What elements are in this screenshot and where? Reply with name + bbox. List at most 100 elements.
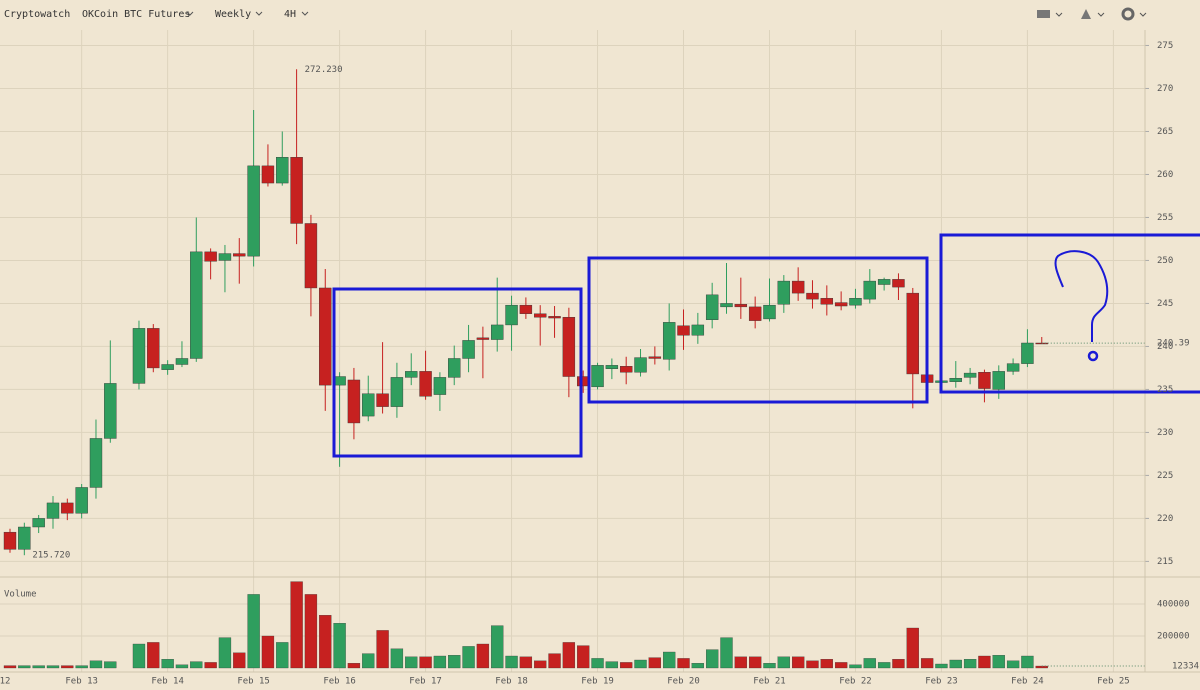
low-label: 215.720 <box>32 551 70 561</box>
candle-body <box>347 379 361 424</box>
volume-bar <box>562 642 576 669</box>
y-tick-label: 275 <box>1157 41 1173 51</box>
volume-bar <box>3 665 17 669</box>
volume-bar <box>763 663 776 669</box>
volume-bar <box>734 656 747 669</box>
volume-bar <box>376 630 389 669</box>
candle-body <box>433 377 447 395</box>
settings-icon[interactable] <box>1121 7 1135 21</box>
y-tick-label: 265 <box>1157 127 1173 137</box>
drawings <box>332 233 1200 458</box>
volume-bar <box>792 656 805 669</box>
volume-bar <box>949 659 962 669</box>
candle-body <box>247 165 260 257</box>
interval-select[interactable]: 4H <box>284 9 296 20</box>
volume-bar <box>204 662 217 669</box>
candle-body <box>720 303 733 308</box>
candle-body <box>204 251 217 262</box>
candle-body <box>190 251 203 359</box>
volume-tick-label: 200000 <box>1157 632 1190 642</box>
high-label: 272.230 <box>305 65 343 75</box>
candle-body <box>834 302 848 307</box>
volume-bar <box>677 658 690 669</box>
question-mark <box>1054 250 1109 342</box>
volume-bar <box>849 664 862 669</box>
candle-body <box>605 365 619 369</box>
range-box <box>332 287 583 458</box>
chevron <box>186 11 194 16</box>
volume-bar <box>648 657 661 669</box>
candle-body <box>319 287 332 386</box>
volume-bar <box>877 662 891 669</box>
x-tick-label: Feb 17 <box>409 677 442 687</box>
volume-bar <box>75 665 88 669</box>
candle-body <box>777 280 791 305</box>
volume-bar <box>663 651 676 669</box>
candle-body <box>448 358 461 378</box>
candle-body <box>261 165 275 184</box>
candle-body <box>390 377 404 407</box>
candle-body <box>949 378 962 382</box>
candle-body <box>304 223 318 289</box>
volume-bar <box>620 662 633 669</box>
candle-body <box>1021 342 1034 364</box>
candle-body <box>662 322 676 360</box>
volume-bar <box>448 655 461 669</box>
x-tick-label: Feb 15 <box>237 677 270 687</box>
volume-bar <box>505 655 518 669</box>
volume-bar <box>691 663 704 669</box>
volume-bar <box>419 656 432 669</box>
y-tick-label: 250 <box>1157 256 1173 266</box>
volume-bar <box>720 637 733 669</box>
volume-bar <box>634 659 647 669</box>
candle-body <box>376 393 389 407</box>
volume-bar <box>132 643 146 669</box>
candle-body <box>32 518 45 528</box>
candle-body <box>978 372 991 389</box>
x-tick-label: Feb 18 <box>495 677 528 687</box>
candle-body <box>46 502 60 519</box>
period-select[interactable]: Weekly <box>215 9 251 20</box>
volume-bar <box>1006 660 1020 669</box>
draw-icon[interactable] <box>1081 9 1091 19</box>
volume-bar <box>190 661 203 669</box>
y-tick-label: 230 <box>1157 428 1173 438</box>
y-tick-label: 215 <box>1157 557 1173 567</box>
candle-body <box>705 294 719 320</box>
candle-body <box>276 157 289 184</box>
candle-body <box>161 364 174 370</box>
x-tick-label: 12 <box>0 677 10 687</box>
candle-body <box>849 298 862 306</box>
market-select[interactable]: OKCoin BTC Futures <box>82 9 190 20</box>
volume-bar <box>548 653 561 669</box>
candle-body <box>892 279 905 288</box>
x-tick-label: Feb 14 <box>151 677 184 687</box>
site-name[interactable]: Cryptowatch <box>4 9 70 20</box>
candle-body <box>519 304 533 314</box>
x-tick-label: Feb 20 <box>667 677 700 687</box>
volume-bar <box>161 659 174 669</box>
volume-bar <box>920 658 934 669</box>
candle-body <box>562 316 576 377</box>
x-tick-label: Feb 23 <box>925 677 958 687</box>
volume-bar <box>806 660 819 669</box>
candle-body <box>791 280 805 294</box>
layout-icon[interactable] <box>1037 10 1050 18</box>
candle-body <box>61 502 74 514</box>
range-box <box>939 233 1200 394</box>
range-box <box>587 256 929 404</box>
candle-body <box>18 526 31 550</box>
volume-bar <box>276 642 289 669</box>
volume-bar <box>18 665 31 669</box>
candle-body <box>362 393 375 417</box>
candle-body <box>218 253 232 261</box>
volume-bar <box>218 637 232 669</box>
y-tick-label: 240 <box>1157 342 1173 352</box>
volume-bar <box>32 665 45 669</box>
last-price-label: 240.39 <box>1157 339 1190 349</box>
candle-body <box>634 357 647 373</box>
candle-body <box>104 383 117 439</box>
candle-body <box>863 280 876 300</box>
x-tick-label: Feb 24 <box>1011 677 1044 687</box>
